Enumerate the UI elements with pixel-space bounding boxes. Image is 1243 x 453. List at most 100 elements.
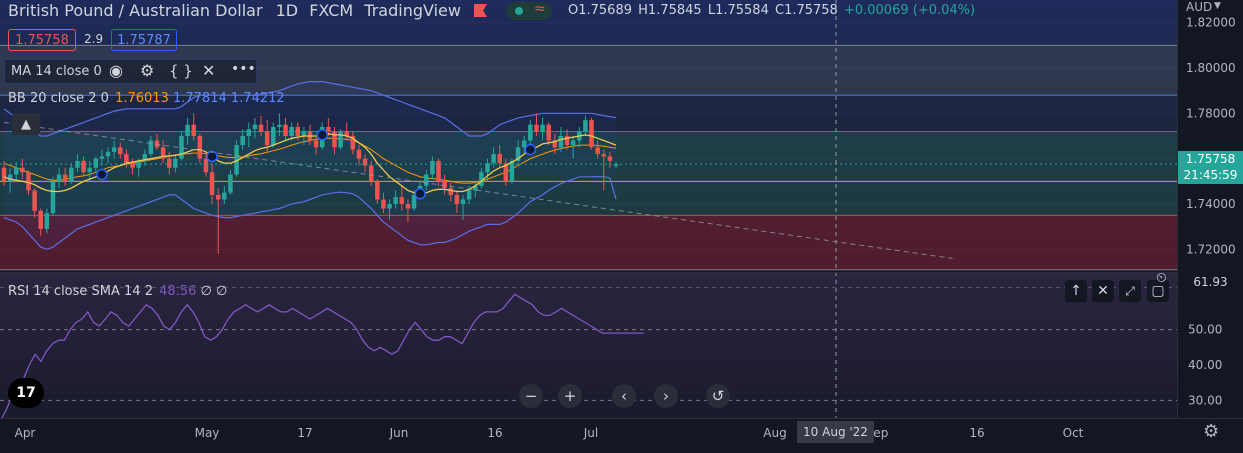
zoom-out-button[interactable]: − [519, 384, 543, 408]
candle-body [93, 158, 99, 168]
candle-body [197, 136, 203, 159]
candle [160, 140, 166, 164]
cross-marker [206, 150, 218, 163]
open-value: 1.75689 [578, 3, 632, 18]
cross-marker [414, 188, 426, 200]
broker-label: FXCM [309, 1, 354, 20]
time-tick-label: Jun [389, 426, 409, 440]
candle [350, 131, 356, 155]
candle-body [222, 192, 227, 200]
reset-chart-button[interactable]: ↺ [706, 384, 730, 408]
source-code-icon[interactable]: { } [169, 62, 193, 80]
price-tick-label: 1.82000 [1186, 16, 1236, 30]
more-icon[interactable]: ••• [231, 61, 256, 77]
tradingview-logo[interactable]: 17 [8, 378, 44, 408]
candle-body [558, 136, 564, 148]
gear-icon[interactable]: ⚙ [140, 61, 155, 80]
zoom-in-button[interactable]: + [558, 384, 582, 408]
price-axis-background [1177, 0, 1243, 418]
candle [56, 167, 62, 189]
interval-label[interactable]: 1D [275, 1, 299, 20]
close-icon[interactable]: ✕ [202, 61, 216, 80]
candle-body [368, 165, 374, 182]
pane-collapse-button[interactable]: ⤢ [1119, 280, 1141, 302]
candle-body [528, 124, 533, 141]
rsi-pane-controls: ↑ ✕ ⤢ ▢ [1063, 280, 1175, 302]
scroll-left-button[interactable]: ‹ [612, 384, 636, 408]
candle-body [509, 160, 515, 182]
market-status-pill[interactable]: ≈ [506, 1, 552, 20]
spread-value: 2.9 [84, 32, 104, 46]
sell-button[interactable]: 1.75758 [8, 29, 76, 51]
pane-maximize-button[interactable]: ▢ [1147, 280, 1169, 302]
candle-body [75, 160, 80, 168]
candle [393, 190, 398, 209]
scroll-right-button[interactable]: › [654, 384, 678, 408]
candle-body [344, 131, 349, 136]
candle-body [301, 131, 307, 136]
candle [124, 149, 129, 168]
candle-body [460, 199, 466, 204]
ma-legend[interactable]: MA 14 close 0 ◉ ⚙ { } ✕ ••• [4, 59, 257, 84]
bb-lower-value: 1.74212 [230, 91, 285, 106]
candle-body [381, 199, 386, 209]
candle-body [583, 120, 588, 132]
candle-body [124, 154, 129, 164]
candle-body [442, 181, 447, 189]
currency-dropdown-icon[interactable]: ▼ [1214, 1, 1221, 11]
rsi-pane-background [0, 273, 1177, 418]
time-tick-label: Jul [583, 426, 598, 440]
collapse-legend-button[interactable]: ▲ [12, 113, 40, 135]
candle [258, 115, 264, 136]
symbol-title[interactable]: British Pound / Australian Dollar [8, 1, 263, 20]
candle [111, 140, 117, 159]
alarm-clock-icon[interactable]: ⏲ [1156, 270, 1167, 286]
chart-title-row[interactable]: British Pound / Australian Dollar 1D FXC… [8, 1, 461, 20]
candle-body [564, 136, 570, 146]
buy-button[interactable]: 1.75787 [111, 29, 177, 51]
price-tick-label: 1.80000 [1186, 61, 1236, 75]
currency-label[interactable]: AUD [1186, 0, 1213, 14]
candle-body [375, 181, 380, 200]
candle [228, 170, 233, 195]
last-price-label: 1.75758 21:45:59 [1178, 151, 1243, 184]
flag-icon[interactable] [474, 4, 487, 17]
rsi-tick-label: 40.00 [1188, 358, 1222, 372]
candle [1, 160, 7, 186]
settings-gear-icon[interactable]: ⚙ [1203, 421, 1220, 442]
candle [485, 158, 490, 182]
candle [375, 179, 380, 204]
candle-body [105, 151, 111, 157]
candle [448, 181, 454, 202]
rsi-tick-label: 30.00 [1188, 393, 1222, 407]
candle-body [258, 124, 264, 132]
candle [38, 208, 43, 236]
candle [540, 117, 545, 141]
candle [136, 158, 141, 177]
ohlc-readout: O1.75689 H1.75845 L1.75584 C1.75758 +0.0… [568, 3, 975, 18]
candle [613, 162, 619, 169]
candle-body [295, 126, 301, 136]
bb-legend[interactable]: BB 20 close 2 0 1.76013 1.77814 1.74212 [8, 91, 285, 106]
pane-delete-button[interactable]: ✕ [1092, 280, 1114, 302]
candle [332, 126, 337, 155]
candle [424, 170, 429, 191]
rsi-legend[interactable]: RSI 14 close SMA 14 2 48.56 ∅ ∅ [8, 284, 227, 299]
pane-move-up-button[interactable]: ↑ [1065, 280, 1087, 302]
time-tick-label: 16 [969, 426, 984, 440]
candle-body [454, 194, 460, 204]
candle-body [332, 131, 337, 148]
candle-body [289, 126, 294, 136]
candle-body [130, 163, 135, 168]
eye-icon[interactable]: ◉ [109, 61, 123, 80]
candle [344, 122, 349, 141]
change-value: +0.00069 (+0.04%) [843, 3, 976, 18]
price-tick-label: 1.78000 [1186, 106, 1236, 120]
candle [313, 136, 319, 155]
candle-body [277, 124, 282, 127]
candle-body [38, 210, 43, 229]
candle [289, 122, 294, 141]
candle-body [20, 167, 25, 173]
